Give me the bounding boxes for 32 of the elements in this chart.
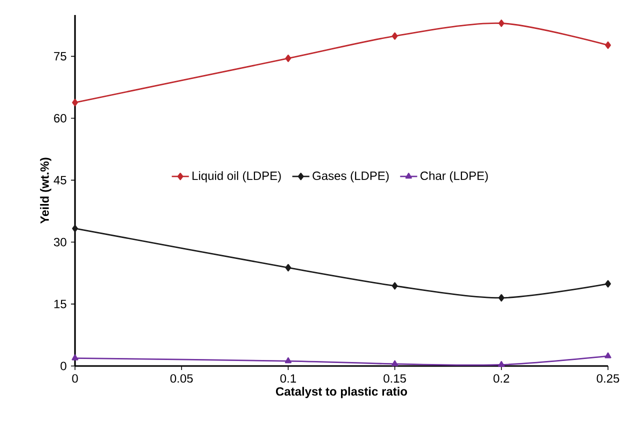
point bbox=[392, 360, 398, 366]
point bbox=[72, 98, 78, 106]
point bbox=[285, 54, 292, 62]
point bbox=[72, 354, 78, 360]
point bbox=[72, 224, 78, 232]
point bbox=[392, 282, 398, 290]
point bbox=[498, 294, 504, 302]
y-tick-label: 30 bbox=[54, 238, 66, 246]
x-tick-label: 0.15 bbox=[384, 374, 406, 383]
y-tick-label: 60 bbox=[54, 114, 66, 122]
point bbox=[605, 41, 611, 49]
y-tick-label: 75 bbox=[54, 52, 66, 60]
y-axis-title: Yeild (wt.%) bbox=[40, 158, 52, 224]
point bbox=[285, 264, 292, 272]
y-tick-label: 0 bbox=[60, 362, 66, 370]
x-tick-label: 0.2 bbox=[494, 374, 510, 383]
point bbox=[284, 357, 292, 364]
point bbox=[605, 280, 611, 288]
x-tick-label: 0.1 bbox=[280, 374, 296, 383]
legend-label: Liquid oil (LDPE) bbox=[192, 171, 281, 182]
x-tick-label: 0 bbox=[72, 374, 78, 383]
x-tick-label: 0.25 bbox=[596, 374, 620, 383]
x-axis-title: Catalyst to plastic ratio bbox=[276, 386, 408, 398]
y-tick-label: 45 bbox=[54, 176, 66, 184]
legend-label: Gases (LDPE) bbox=[312, 171, 389, 182]
legend-label: Char (LDPE) bbox=[420, 171, 488, 182]
point bbox=[604, 352, 612, 358]
point bbox=[498, 361, 505, 367]
point bbox=[498, 20, 504, 27]
point bbox=[392, 32, 398, 40]
x-tick-label: 0.05 bbox=[170, 374, 193, 383]
y-tick-label: 15 bbox=[54, 300, 66, 308]
